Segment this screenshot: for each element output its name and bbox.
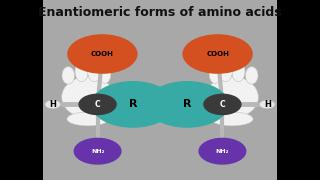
- Ellipse shape: [184, 100, 221, 114]
- Circle shape: [74, 138, 122, 165]
- Text: C: C: [95, 100, 100, 109]
- Ellipse shape: [245, 67, 258, 84]
- Ellipse shape: [67, 112, 109, 126]
- Circle shape: [45, 100, 61, 109]
- Text: Enantiomeric forms of amino acids: Enantiomeric forms of amino acids: [38, 6, 282, 19]
- Circle shape: [198, 138, 246, 165]
- Ellipse shape: [211, 112, 253, 126]
- Ellipse shape: [61, 76, 115, 118]
- Text: COOH: COOH: [91, 51, 114, 57]
- Bar: [43, 0, 277, 180]
- Ellipse shape: [99, 65, 111, 83]
- Ellipse shape: [62, 67, 75, 84]
- Text: H: H: [49, 100, 56, 109]
- Ellipse shape: [88, 61, 101, 82]
- Text: R: R: [183, 99, 191, 109]
- Ellipse shape: [75, 61, 88, 82]
- Ellipse shape: [206, 76, 259, 118]
- Text: C: C: [220, 100, 225, 109]
- Circle shape: [182, 34, 253, 74]
- Ellipse shape: [209, 65, 221, 83]
- Circle shape: [91, 81, 174, 128]
- Text: COOH: COOH: [206, 51, 229, 57]
- Circle shape: [259, 100, 275, 109]
- Text: NH₂: NH₂: [216, 149, 229, 154]
- Circle shape: [203, 94, 242, 115]
- Circle shape: [78, 94, 117, 115]
- Text: H: H: [264, 100, 271, 109]
- Ellipse shape: [219, 61, 232, 82]
- Text: NH₂: NH₂: [91, 149, 104, 154]
- Circle shape: [146, 81, 229, 128]
- Circle shape: [67, 34, 138, 74]
- Ellipse shape: [232, 61, 245, 82]
- Ellipse shape: [99, 100, 136, 114]
- Text: R: R: [129, 99, 137, 109]
